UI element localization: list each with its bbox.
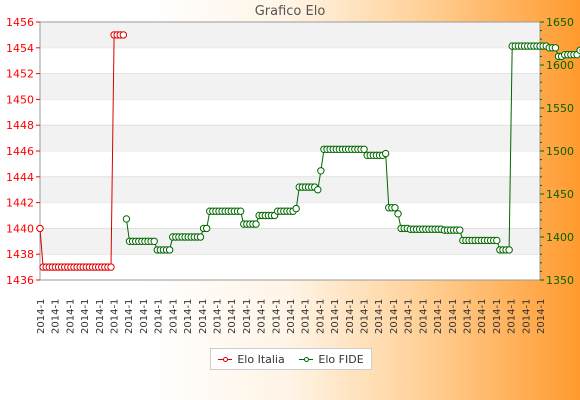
data-point — [505, 246, 513, 254]
x-tick-label: 2014-1 — [36, 299, 47, 334]
x-tick-label: 2014-1 — [51, 299, 62, 334]
chart-title: Grafico Elo — [254, 4, 326, 19]
legend-marker-fide — [299, 355, 314, 363]
x-tick-label: 2014-1 — [462, 299, 473, 334]
x-tick-label: 2014-1 — [301, 299, 312, 334]
y-right-tick-label: 1650 — [546, 16, 574, 29]
x-tick-label: 2014-1 — [124, 299, 135, 334]
y-left-tick-label: 1456 — [6, 16, 34, 29]
grid-band — [40, 176, 540, 203]
data-point — [493, 236, 501, 245]
x-tick-label: 2014-1 — [492, 299, 503, 334]
legend-item-elo-italia: Elo Italia — [218, 352, 285, 366]
x-tick-label: 2014-1 — [315, 299, 326, 334]
y-right-tick-label: 1450 — [546, 188, 574, 201]
x-tick-label: 2014-1 — [198, 299, 209, 334]
data-point — [107, 263, 115, 271]
data-point — [202, 224, 211, 233]
x-tick-label: 2014-1 — [345, 299, 356, 334]
data-point — [292, 204, 300, 213]
data-point — [314, 186, 322, 194]
data-point — [394, 210, 402, 218]
y-right-tick-label: 1550 — [546, 102, 574, 115]
x-tick-label: 2014-1 — [477, 299, 488, 334]
data-point — [576, 46, 580, 55]
x-tick-label: 2014-1 — [389, 299, 400, 334]
x-tick-label: 2014-1 — [360, 299, 371, 334]
data-point — [360, 145, 368, 153]
x-tick-label: 2014-1 — [433, 299, 444, 334]
y-left-tick-label: 1454 — [6, 42, 34, 55]
grid-band — [40, 125, 540, 151]
data-point — [122, 215, 131, 223]
y-left-tick-label: 1448 — [6, 119, 34, 132]
data-point — [317, 167, 325, 175]
y-left-tick-label: 1438 — [6, 248, 34, 261]
y-left-tick-label: 1444 — [6, 171, 34, 184]
x-tick-label: 2014-1 — [257, 299, 268, 334]
x-tick-label: 2014-1 — [154, 299, 165, 334]
legend-item-elo-fide: Elo FIDE — [299, 352, 364, 366]
data-point — [391, 204, 399, 212]
y-right-tick-label: 1600 — [546, 59, 574, 72]
x-tick-label: 2014-1 — [212, 299, 223, 334]
x-tick-label: 2014-1 — [80, 299, 91, 334]
x-tick-label: 2014-1 — [374, 299, 385, 334]
x-tick-label: 2014-1 — [242, 299, 253, 334]
y-left-tick-label: 1440 — [6, 222, 34, 235]
x-tick-label: 2014-1 — [286, 299, 297, 334]
data-point — [119, 31, 128, 39]
x-tick-label: 2014-1 — [95, 299, 106, 334]
x-tick-label: 2014-1 — [521, 299, 532, 334]
x-tick-label: 2014-1 — [330, 299, 341, 334]
y-left-tick-label: 1446 — [6, 145, 34, 158]
data-point — [236, 207, 245, 215]
y-right-tick-label: 1400 — [546, 231, 574, 244]
x-tick-label: 2014-1 — [448, 299, 459, 334]
data-point — [165, 246, 174, 254]
y-left-tick-label: 1442 — [6, 197, 34, 210]
y-right-tick-label: 1500 — [546, 145, 574, 158]
data-point — [551, 44, 560, 52]
x-tick-label: 2014-1 — [227, 299, 238, 334]
x-tick-label: 2014-1 — [404, 299, 415, 334]
x-tick-label: 2014-1 — [168, 299, 179, 334]
data-point — [252, 220, 260, 228]
y-left-tick-label: 1436 — [6, 274, 34, 287]
x-tick-label: 2014-1 — [271, 299, 282, 334]
x-tick-label: 2014-1 — [139, 299, 150, 334]
data-point — [456, 226, 464, 234]
x-tick-label: 2014-1 — [183, 299, 194, 334]
data-point — [36, 224, 44, 233]
data-point — [196, 233, 205, 241]
x-tick-label: 2014-1 — [65, 299, 76, 334]
legend: Elo Italia Elo FIDE — [210, 348, 372, 370]
x-tick-label: 2014-1 — [507, 299, 518, 334]
x-tick-label: 2014-1 — [536, 299, 547, 334]
legend-label-italia: Elo Italia — [237, 352, 285, 366]
data-point — [381, 149, 390, 158]
y-left-tick-label: 1450 — [6, 93, 34, 106]
grid-band — [40, 73, 540, 100]
x-tick-label: 2014-1 — [418, 299, 429, 334]
legend-label-fide: Elo FIDE — [318, 352, 364, 366]
legend-marker-italia — [218, 355, 233, 363]
y-left-tick-label: 1452 — [6, 68, 34, 81]
data-point — [150, 237, 158, 246]
x-tick-label: 2014-1 — [110, 299, 121, 334]
y-right-tick-label: 1350 — [546, 274, 574, 287]
